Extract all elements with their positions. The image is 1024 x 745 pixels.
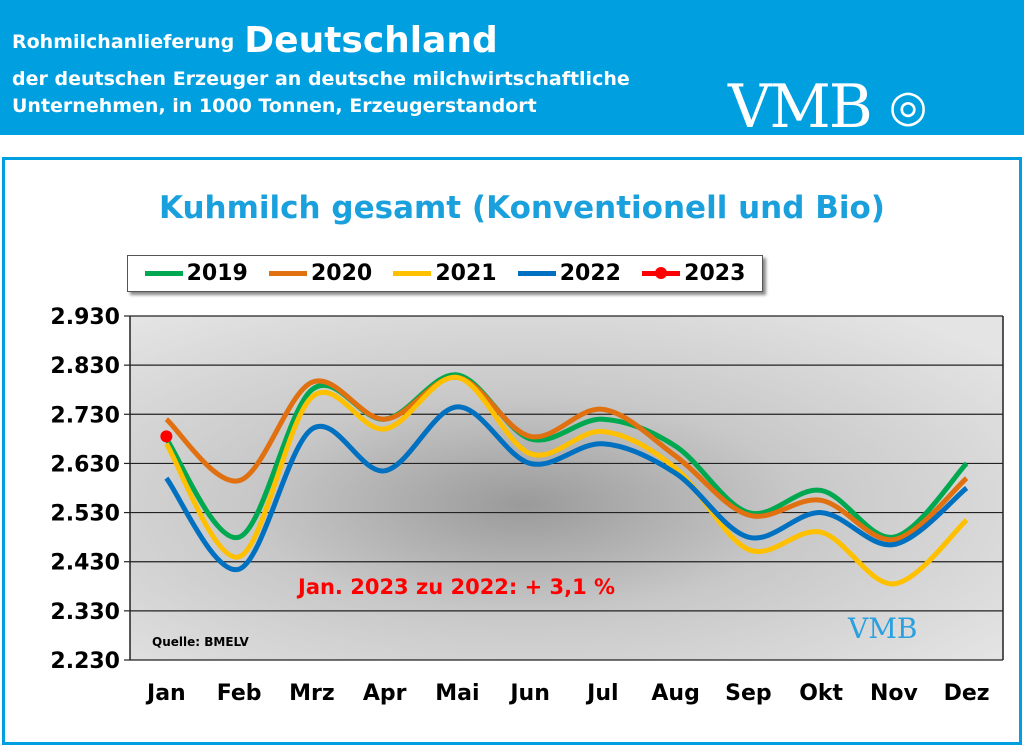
y-tick-label: 2.630 bbox=[50, 452, 120, 477]
x-tick-label: Nov bbox=[870, 681, 919, 706]
y-tick-label: 2.930 bbox=[50, 305, 120, 330]
legend-item-2022: 2022 bbox=[517, 261, 621, 286]
chart-title: Kuhmilch gesamt (Konventionell und Bio) bbox=[159, 190, 885, 226]
header-subtitle: der deutschen Erzeuger an deutsche milch… bbox=[12, 66, 630, 120]
legend-label: 2022 bbox=[559, 261, 621, 286]
header-line2: der deutschen Erzeuger an deutsche milch… bbox=[12, 68, 630, 90]
vmb-watermark: VMB bbox=[847, 612, 917, 645]
header-line1: Rohmilchanlieferung bbox=[12, 31, 235, 53]
x-tick-label: Aug bbox=[651, 681, 699, 706]
x-tick-label: Jul bbox=[585, 681, 618, 706]
header-line3: Unternehmen, in 1000 Tonnen, Erzeugersta… bbox=[12, 95, 537, 117]
series-line-2022 bbox=[164, 404, 969, 572]
legend-swatch bbox=[393, 271, 432, 276]
legend-item-2020: 2020 bbox=[268, 261, 373, 286]
legend-item-2021: 2021 bbox=[393, 261, 497, 286]
legend-item-2023: 2023 bbox=[642, 261, 745, 286]
legend-label: 2020 bbox=[310, 261, 373, 286]
x-tick-label: Apr bbox=[363, 681, 407, 706]
vmb-logo: VMB ◎ bbox=[728, 72, 927, 142]
y-tick-label: 2.330 bbox=[50, 600, 120, 625]
x-tick-label: Sep bbox=[725, 681, 772, 706]
legend-swatch bbox=[268, 271, 307, 276]
header-banner: Rohmilchanlieferung Deutschland der deuts… bbox=[0, 0, 1024, 142]
x-tick-label: Okt bbox=[799, 681, 843, 706]
y-tick-label: 2.830 bbox=[50, 354, 120, 379]
y-tick-label: 2.230 bbox=[50, 649, 120, 674]
x-tick-label: Jan bbox=[145, 681, 186, 706]
vmb-logo-text: VMB bbox=[728, 72, 873, 142]
data-point-2023 bbox=[160, 430, 173, 443]
series-line-2019 bbox=[164, 372, 969, 540]
legend-swatch bbox=[642, 267, 681, 279]
legend-label: 2021 bbox=[435, 261, 497, 286]
y-tick-label: 2.730 bbox=[50, 403, 120, 428]
header-title: Rohmilchanlieferung Deutschland bbox=[12, 20, 498, 61]
legend-swatch bbox=[517, 271, 556, 276]
series-line-2020 bbox=[164, 374, 969, 543]
x-tick-label: Feb bbox=[217, 681, 262, 706]
legend-marker bbox=[655, 267, 668, 279]
source-label: Quelle: BMELV bbox=[152, 635, 250, 649]
y-tick-label: 2.430 bbox=[50, 551, 120, 576]
y-tick-label: 2.530 bbox=[50, 502, 120, 527]
x-tick-label: Jun bbox=[508, 681, 550, 706]
milk-drop-logo-icon: ◎ bbox=[888, 81, 927, 132]
x-tick-label: Mrz bbox=[289, 681, 335, 706]
legend-item-2019: 2019 bbox=[144, 261, 248, 286]
series-line-2021 bbox=[164, 374, 969, 587]
header-country: Deutschland bbox=[244, 20, 498, 61]
legend-swatch bbox=[144, 271, 183, 276]
legend-label: 2023 bbox=[684, 261, 746, 286]
annotation: Jan. 2023 zu 2022: + 3,1 % bbox=[296, 575, 615, 599]
legend-label: 2019 bbox=[186, 261, 248, 286]
x-tick-label: Mai bbox=[435, 681, 479, 706]
plot-background bbox=[130, 316, 1003, 660]
x-tick-label: Dez bbox=[944, 681, 990, 706]
legend: 2019 2020 2021 2022 2023 bbox=[127, 255, 763, 292]
